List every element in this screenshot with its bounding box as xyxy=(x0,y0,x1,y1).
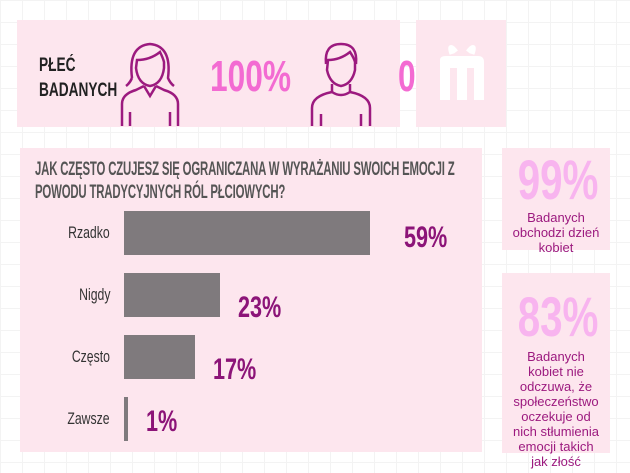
gift-icon xyxy=(440,45,484,100)
chart-panel: JAK CZĘSTO CZUJESZ SIĘ OGRANICZANA W WYR… xyxy=(20,148,482,452)
category-label: Zawsze xyxy=(67,409,110,428)
woman-icon xyxy=(120,42,180,126)
bar-rzadko xyxy=(124,211,370,255)
value-label: 17% xyxy=(212,353,257,386)
chart-title: JAK CZĘSTO CZUJESZ SIĘ OGRANICZANA W WYR… xyxy=(35,159,455,203)
stat-value: 99% xyxy=(517,148,599,211)
value-label: 59% xyxy=(404,221,448,254)
bar-nigdy xyxy=(124,273,220,317)
gender-panel: PŁEĆ BADANYCH 100% xyxy=(17,20,400,127)
gender-label-line2: BADANYCH xyxy=(39,80,118,101)
category-label: Nigdy xyxy=(78,285,110,304)
female-percentage: 100% xyxy=(210,52,292,101)
value-label: 23% xyxy=(237,291,282,324)
stat-text: Badanych obchodzi dzień kobiet xyxy=(512,210,600,255)
man-icon xyxy=(310,42,372,126)
stat-value: 83% xyxy=(517,285,599,348)
gender-label: PŁEĆ BADANYCH xyxy=(39,53,148,103)
gender-label-line1: PŁEĆ xyxy=(39,55,76,76)
bar-zawsze xyxy=(124,397,129,441)
stat-card-2: 83% Badanych kobiet nie odczuwa, że społ… xyxy=(502,273,610,469)
stat-text: Badanych kobiet nie odczuwa, że społecze… xyxy=(513,349,599,469)
stat-card-1: 99% Badanych obchodzi dzień kobiet xyxy=(502,148,610,255)
value-label: 1% xyxy=(146,405,178,438)
bar-często xyxy=(124,335,195,379)
category-label: Rzadko xyxy=(68,223,110,242)
logo-panel xyxy=(416,20,506,127)
category-label: Często xyxy=(71,347,110,366)
